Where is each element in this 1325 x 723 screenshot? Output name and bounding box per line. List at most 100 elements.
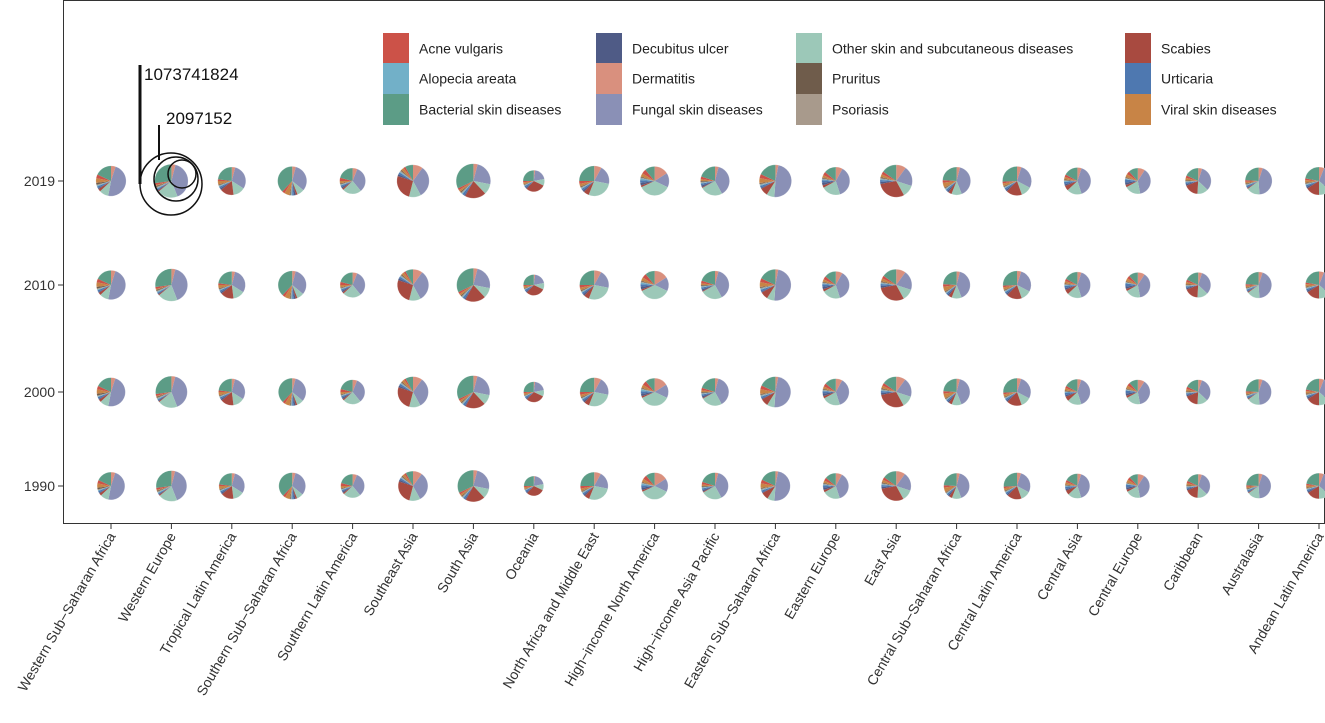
pie-slice-alopecia-areata <box>822 484 836 486</box>
pie-slice-viral-skin-diseases <box>285 486 293 500</box>
pie-slice-fungal-skin-diseases <box>292 473 306 495</box>
pie-slice-bacterial-skin-diseases <box>1002 166 1017 182</box>
pie-slice-urticaria <box>1125 390 1138 394</box>
pie-slice-viral-skin-diseases <box>1126 479 1138 486</box>
pie-outline <box>1305 378 1325 406</box>
legend-item-psoriasis: Psoriasis <box>796 94 889 125</box>
pie-outline <box>523 475 545 497</box>
pie-slice-urticaria <box>157 285 172 294</box>
pie-slice-alopecia-areata <box>700 181 715 184</box>
pie-outline <box>96 270 126 300</box>
pie-slice-bacterial-skin-diseases <box>340 168 353 181</box>
pie-slice-alopecia-areata <box>524 181 534 187</box>
pie-slice-viral-skin-diseases <box>523 486 534 490</box>
pie-slice-psoriasis <box>1125 388 1138 392</box>
pie-slice-viral-skin-diseases <box>401 379 413 392</box>
pie-slice-decubitus-ulcer <box>702 486 715 492</box>
pie-outline <box>579 471 609 501</box>
pie-slice-other-skin-and-subcutaneous-diseases <box>642 392 668 406</box>
pie-southeast-asia-2010 <box>396 268 430 302</box>
pie-slice-urticaria <box>525 486 534 493</box>
pie-outline <box>822 378 850 406</box>
pie-slice-fungal-skin-diseases <box>473 470 490 489</box>
pie-slice-viral-skin-diseases <box>95 178 111 183</box>
pie-slice-other-skin-and-subcutaneous-diseases <box>642 486 667 500</box>
pie-slice-decubitus-ulcer <box>1246 181 1259 189</box>
pie-slice-psoriasis <box>700 181 715 183</box>
pie-slice-alopecia-areata <box>219 285 232 291</box>
pie-slice-urticaria <box>220 486 232 493</box>
pie-slice-urticaria <box>524 285 534 292</box>
pie-slice-alopecia-areata <box>524 392 534 397</box>
legend-swatch <box>1125 94 1151 125</box>
pie-slice-dermatitis <box>111 377 116 392</box>
pie-slice-viral-skin-diseases <box>1185 281 1199 285</box>
pie-slice-other-skin-and-subcutaneous-diseases <box>1197 486 1207 498</box>
pie-slice-fungal-skin-diseases <box>533 274 545 285</box>
pie-central-latin-america-1990 <box>1003 472 1031 500</box>
pie-slice-decubitus-ulcer <box>880 285 897 288</box>
legend-label: Fungal skin diseases <box>632 102 763 118</box>
pie-slice-urticaria <box>822 284 836 287</box>
pie-slice-dermatitis <box>1017 270 1022 285</box>
pie-outline <box>218 472 246 500</box>
pie-slice-scabies <box>1247 181 1259 189</box>
pie-slice-acne-vulgaris <box>759 278 776 285</box>
pie-slice-dermatitis <box>835 378 843 392</box>
pie-slice-decubitus-ulcer <box>1064 392 1078 397</box>
pie-outline <box>942 166 971 196</box>
pie-slice-scabies <box>1007 392 1022 406</box>
pie-tropical-latin-america-2000 <box>218 378 246 406</box>
pie-slice-acne-vulgaris <box>1126 171 1138 181</box>
pie-slice-bacterial-skin-diseases <box>761 269 776 285</box>
pie-slice-dermatitis <box>594 377 602 392</box>
pie-slice-bacterial-skin-diseases <box>523 170 534 181</box>
pie-outline <box>1185 473 1211 499</box>
pie-slice-scabies <box>761 181 776 195</box>
pie-outline <box>879 164 913 198</box>
pie-slice-acne-vulgaris <box>942 284 957 287</box>
pie-slice-psoriasis <box>461 486 474 498</box>
size-legend-label-large: 1073741824 <box>144 65 239 84</box>
pie-outline <box>758 164 792 198</box>
pie-slice-alopecia-areata <box>1305 181 1319 186</box>
pie-slice-dermatitis <box>654 472 666 486</box>
pie-slice-urticaria <box>881 485 897 487</box>
pie-slice-psoriasis <box>1306 486 1319 490</box>
pie-slice-psoriasis <box>880 389 897 392</box>
pie-slice-alopecia-areata <box>219 486 232 492</box>
pie-slice-urticaria <box>640 284 655 287</box>
pie-slice-fungal-skin-diseases <box>1017 271 1032 292</box>
pie-slice-acne-vulgaris <box>217 179 232 181</box>
pie-slice-dermatitis <box>292 472 296 486</box>
pie-slice-other-skin-and-subcutaneous-diseases <box>231 285 244 299</box>
pie-slice-urticaria <box>157 486 172 495</box>
pie-caribbean-2019 <box>1184 167 1212 195</box>
pie-slice-fungal-skin-diseases <box>413 473 428 500</box>
pie-slice-psoriasis <box>759 285 776 289</box>
pie-slice-fungal-skin-diseases <box>1017 378 1031 399</box>
pie-slice-dermatitis <box>775 269 779 285</box>
pie-slice-other-skin-and-subcutaneous-diseases <box>951 392 962 406</box>
pie-slice-urticaria <box>761 486 776 493</box>
pie-australasia-1990 <box>1245 473 1272 499</box>
pie-slice-viral-skin-diseases <box>943 486 957 493</box>
pie-slice-acne-vulgaris <box>96 278 111 285</box>
pie-slice-scabies <box>641 392 655 398</box>
pie-slice-fungal-skin-diseases <box>1198 273 1211 294</box>
pie-slice-psoriasis <box>640 177 655 181</box>
pie-slice-acne-vulgaris <box>1186 386 1199 392</box>
pie-outline <box>339 379 366 405</box>
pie-central-europe-2010 <box>1124 272 1151 298</box>
pie-slice-bacterial-skin-diseases <box>341 474 353 486</box>
pie-slice-pruritus <box>823 482 836 486</box>
pie-slice-bacterial-skin-diseases <box>217 166 232 181</box>
pie-slice-decubitus-ulcer <box>397 174 413 181</box>
pie-slice-decubitus-ulcer <box>1247 486 1259 493</box>
pie-slice-dermatitis <box>715 472 719 486</box>
pie-slice-acne-vulgaris <box>459 486 474 495</box>
pie-slice-other-skin-and-subcutaneous-diseases <box>408 181 421 198</box>
pie-slice-bacterial-skin-diseases <box>457 470 474 493</box>
pie-slice-decubitus-ulcer <box>701 285 715 292</box>
